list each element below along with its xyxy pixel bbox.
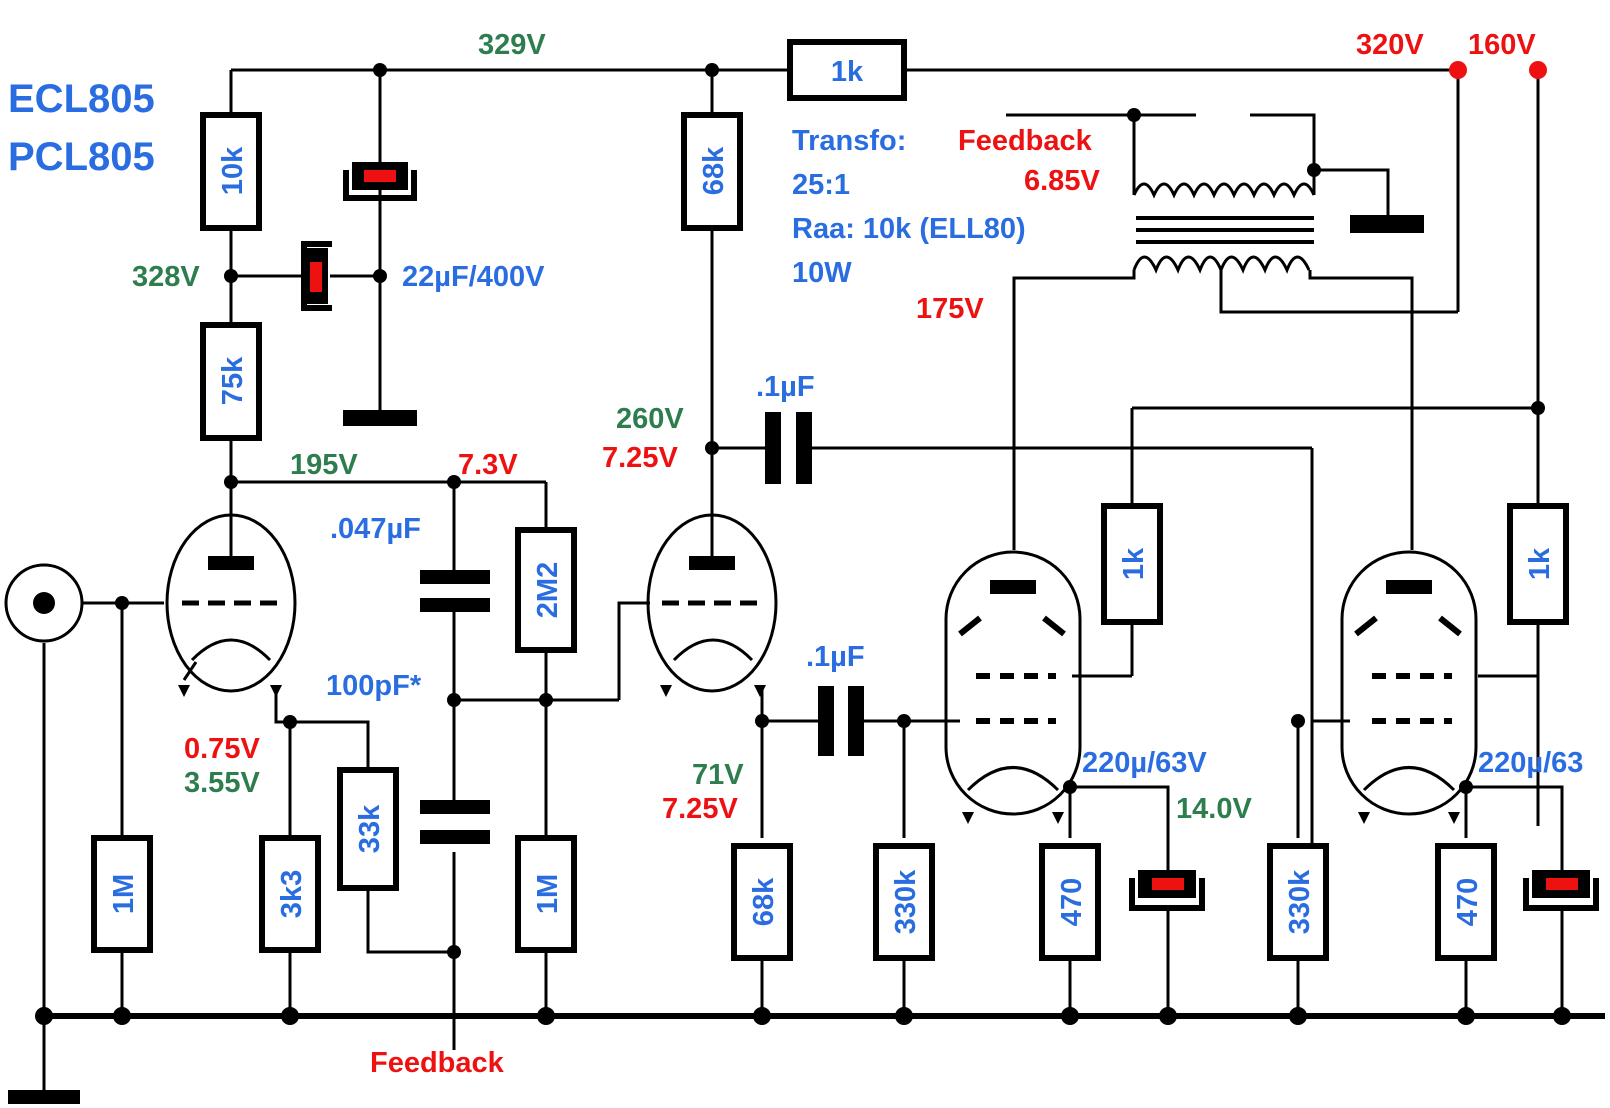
voltage-6-85v: 6.85V <box>1024 165 1100 197</box>
resistor-labels: 1k 10k 75k 68k 2M2 1M 3k3 33k 1M 68k 330… <box>108 56 1556 934</box>
label-2m2: 2M2 <box>532 562 564 618</box>
resistor-3k3 <box>259 835 321 953</box>
label-220u-b: 220µ/63 <box>1478 747 1583 779</box>
electrolytic-cap-22uf-a <box>343 162 417 201</box>
label-470-a: 470 <box>1056 878 1088 926</box>
resistor-1k-b <box>1507 503 1569 625</box>
junction-dots <box>35 61 1571 1025</box>
component-labels: 22µF/400V .047µF 100pF* .1µF .1µF 220µ/6… <box>326 261 1583 779</box>
voltage-labels: 329V 328V 320V 160V 195V 7.3V 260V 7.25V… <box>132 29 1536 825</box>
electrolytic-cap-220u-b <box>1523 870 1599 911</box>
chassis-ground-plate <box>8 1090 80 1104</box>
voltage-0-75v: 0.75V <box>184 733 260 765</box>
transfo-line-2: 25:1 <box>792 169 850 201</box>
feedback-input-label: Feedback <box>370 1047 505 1079</box>
output-transformer <box>1132 182 1316 275</box>
electrolytic-cap-220u-a <box>1129 870 1205 911</box>
label-1k-top: 1k <box>831 56 864 88</box>
resistor-330k-b <box>1267 843 1329 961</box>
voltage-320v: 320V <box>1356 29 1424 61</box>
voltage-7-3v: 7.3V <box>458 449 518 481</box>
voltage-328v: 328V <box>132 261 200 293</box>
cap-100pf <box>420 800 490 844</box>
secondary-ground-plate <box>1350 215 1424 233</box>
voltage-195v: 195V <box>290 449 358 481</box>
label-3k3: 3k3 <box>276 870 308 918</box>
voltage-3-55v: 3.55V <box>184 767 260 799</box>
electrolytic-cap-22uf-b <box>301 241 332 311</box>
label-22uf: 22µF/400V <box>402 261 545 293</box>
voltage-175v: 175V <box>916 293 984 325</box>
title: ECL805 PCL805 <box>8 77 155 179</box>
label-68k-bot: 68k <box>748 877 780 926</box>
resistors <box>91 39 1569 961</box>
wires <box>42 68 1605 1090</box>
voltage-14v: 14.0V <box>1176 793 1252 825</box>
label-33k: 33k <box>354 804 386 853</box>
label-047uf: .047µF <box>330 513 421 545</box>
transfo-feedback-label: Feedback <box>958 125 1093 157</box>
label-220u-a: 220µ/63V <box>1082 747 1207 779</box>
transformer-info: Transfo: Feedback 25:1 Raa: 10k (ELL80) … <box>792 125 1093 289</box>
label-470-b: 470 <box>1452 878 1484 926</box>
voltage-160v: 160V <box>1468 29 1536 61</box>
label-10k: 10k <box>217 146 249 195</box>
resistor-68k-bot <box>731 843 793 961</box>
resistor-1m-mid <box>515 835 577 953</box>
cap-01uf-top <box>765 412 812 484</box>
pentode-tube-3 <box>944 550 1082 824</box>
label-330k-b: 330k <box>1284 869 1316 934</box>
resistor-470-b <box>1435 843 1497 961</box>
label-75k: 75k <box>217 356 249 405</box>
voltage-260v: 260V <box>616 403 684 435</box>
voltage-7-25v-a: 7.25V <box>602 442 678 474</box>
transfo-line-3: Raa: 10k (ELL80) <box>792 213 1026 245</box>
ground-symbol <box>343 410 417 426</box>
resistor-330k-a <box>873 843 935 961</box>
resistor-33k <box>337 767 399 891</box>
title-line-1: ECL805 <box>8 77 155 121</box>
resistor-1k-top <box>787 39 907 101</box>
resistor-1k-a <box>1101 503 1163 625</box>
capacitors <box>8 162 1599 1104</box>
resistor-1m-left <box>91 835 153 953</box>
resistor-470-a <box>1039 843 1101 961</box>
label-1m-left: 1M <box>108 874 140 914</box>
label-01uf-top: .1µF <box>756 371 815 403</box>
transfo-line-4: 10W <box>792 257 852 289</box>
label-100pf: 100pF* <box>326 670 422 702</box>
input-jack-icon <box>4 563 84 643</box>
transfo-line-1: Transfo: <box>792 125 906 157</box>
label-1m-mid: 1M <box>532 874 564 914</box>
title-line-2: PCL805 <box>8 135 155 179</box>
label-330k-a: 330k <box>890 869 922 934</box>
voltage-7-25v-b: 7.25V <box>662 793 738 825</box>
resistor-75k <box>200 322 262 441</box>
cap-047uf <box>420 570 490 612</box>
triode-tube-2 <box>646 513 778 697</box>
label-01uf-bottom: .1µF <box>806 641 865 673</box>
resistor-2m2 <box>515 527 577 653</box>
cap-01uf-bottom <box>818 686 864 756</box>
label-68k-top: 68k <box>698 146 730 195</box>
label-1k-b: 1k <box>1524 547 1556 580</box>
voltage-71v: 71V <box>692 759 744 791</box>
voltage-329v: 329V <box>478 29 546 61</box>
label-1k-a: 1k <box>1118 547 1150 580</box>
resistor-10k <box>200 112 262 231</box>
triode-tube-1 <box>165 513 297 697</box>
resistor-68k-top <box>681 112 743 231</box>
pentode-tube-4 <box>1340 550 1478 824</box>
